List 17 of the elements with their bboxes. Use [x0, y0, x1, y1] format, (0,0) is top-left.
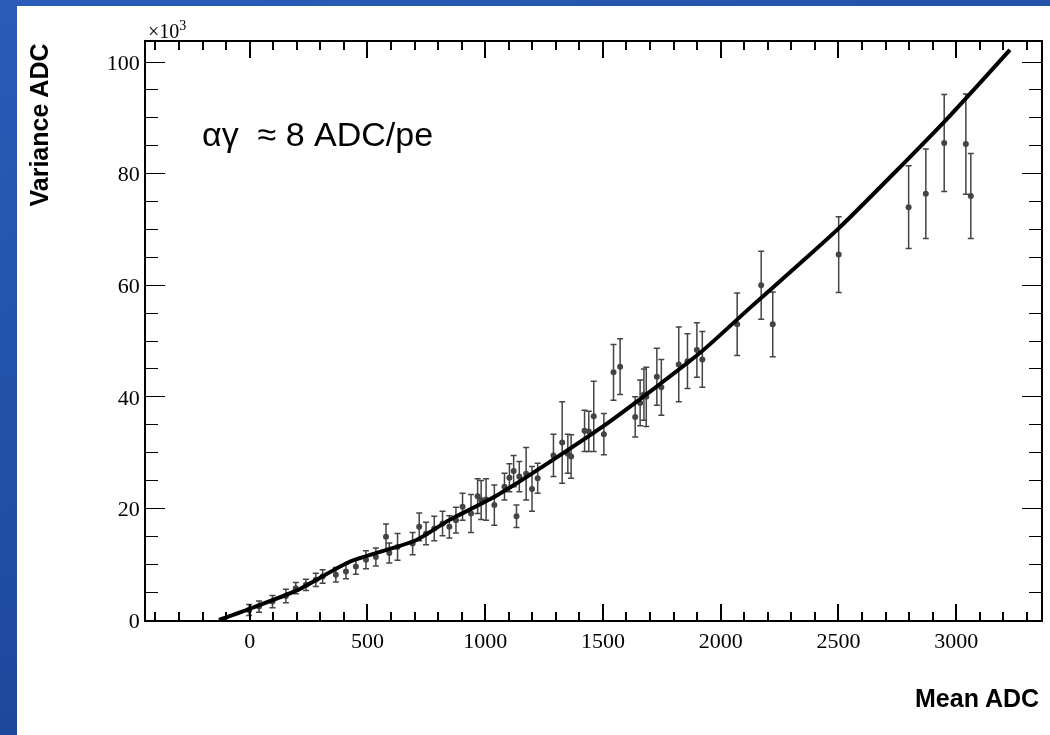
y-tick-label: 20 — [117, 496, 140, 522]
x-tick-label: 1000 — [463, 628, 508, 654]
y-tick-label: 80 — [117, 161, 140, 187]
y-tick-label: 60 — [117, 272, 140, 298]
y-tick-label: 0 — [128, 607, 140, 633]
y-tick-label: 40 — [117, 384, 140, 410]
x-tick-label: 1500 — [580, 628, 625, 654]
x-tick-label: 2500 — [816, 628, 861, 654]
x-axis-title: Mean ADC — [915, 684, 1040, 712]
annotation: ×10$^{3}$ — [148, 18, 187, 43]
annotation: αγ ≈ 8 ADC/pe — [202, 115, 434, 153]
x-tick-label: 3000 — [934, 628, 979, 654]
y-axis-title: Variance ADC — [24, 43, 53, 207]
y-tick-label: 100 — [106, 49, 140, 75]
x-tick-label: 2000 — [698, 628, 743, 654]
x-tick-label: 0 — [244, 628, 256, 654]
x-tick-label: 500 — [350, 628, 384, 654]
